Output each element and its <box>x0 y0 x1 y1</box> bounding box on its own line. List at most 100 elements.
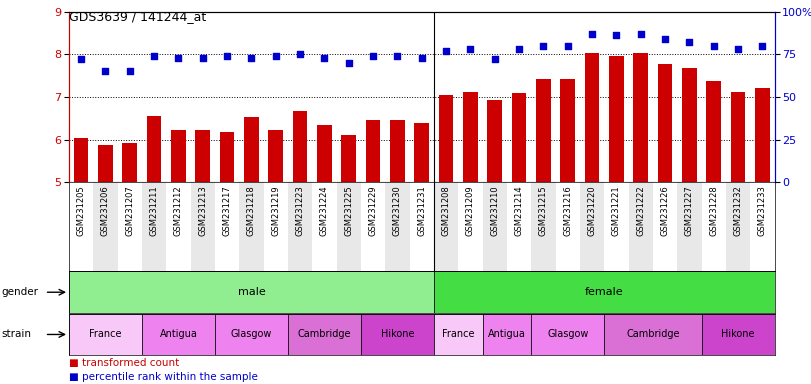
Text: Glasgow: Glasgow <box>230 329 272 339</box>
Bar <box>288 182 312 271</box>
Text: France: France <box>442 329 474 339</box>
Point <box>269 53 282 59</box>
Text: GSM231228: GSM231228 <box>709 185 719 236</box>
Bar <box>604 182 629 271</box>
Bar <box>580 182 604 271</box>
Point <box>683 39 696 45</box>
Text: GSM231225: GSM231225 <box>344 185 354 236</box>
Bar <box>726 182 750 271</box>
Bar <box>122 143 137 182</box>
Bar <box>750 182 775 271</box>
Text: GSM231205: GSM231205 <box>76 185 86 236</box>
Text: strain: strain <box>2 329 32 339</box>
Bar <box>463 92 478 182</box>
Bar <box>487 100 502 182</box>
Point <box>367 53 380 59</box>
Point <box>586 31 599 37</box>
Text: GSM231212: GSM231212 <box>174 185 183 236</box>
Bar <box>337 182 361 271</box>
Bar <box>702 314 775 355</box>
Bar <box>609 56 624 182</box>
Bar <box>93 182 118 271</box>
Text: GSM231214: GSM231214 <box>514 185 524 236</box>
Text: GSM231210: GSM231210 <box>490 185 500 236</box>
Bar <box>312 182 337 271</box>
Bar <box>390 121 405 182</box>
Point <box>488 56 501 63</box>
Bar <box>361 182 385 271</box>
Bar <box>166 182 191 271</box>
Text: GSM231211: GSM231211 <box>149 185 159 236</box>
Point <box>123 68 136 74</box>
Text: Antigua: Antigua <box>160 329 197 339</box>
Bar <box>410 182 434 271</box>
Text: GSM231229: GSM231229 <box>368 185 378 236</box>
Bar <box>755 88 770 182</box>
Text: GSM231223: GSM231223 <box>295 185 305 236</box>
Bar <box>560 79 575 182</box>
Point <box>561 43 574 49</box>
Text: GSM231206: GSM231206 <box>101 185 110 236</box>
Bar <box>531 314 604 355</box>
Bar <box>604 314 702 355</box>
Bar <box>633 53 648 182</box>
Bar <box>385 182 410 271</box>
Bar <box>317 125 332 182</box>
Bar <box>677 182 702 271</box>
Point <box>245 55 258 61</box>
Bar <box>220 132 234 182</box>
Bar <box>706 81 721 182</box>
Text: GSM231230: GSM231230 <box>393 185 402 236</box>
Point <box>221 53 234 59</box>
Point <box>634 31 647 37</box>
Point <box>75 56 88 63</box>
Text: GSM231216: GSM231216 <box>563 185 573 236</box>
Bar <box>434 182 458 271</box>
Text: GSM231221: GSM231221 <box>611 185 621 236</box>
Point <box>99 68 112 74</box>
Bar <box>264 182 288 271</box>
Bar <box>98 145 113 182</box>
Bar <box>142 182 166 271</box>
Text: GSM231207: GSM231207 <box>125 185 135 236</box>
Bar <box>414 123 429 182</box>
Point <box>756 43 769 49</box>
Text: Cambridge: Cambridge <box>626 329 680 339</box>
Bar <box>171 130 186 182</box>
Text: gender: gender <box>2 287 39 297</box>
Bar <box>536 79 551 182</box>
Text: GSM231232: GSM231232 <box>733 185 743 236</box>
Bar <box>585 53 599 182</box>
Text: GSM231209: GSM231209 <box>466 185 475 236</box>
Bar <box>361 314 434 355</box>
Text: GSM231224: GSM231224 <box>320 185 329 236</box>
Bar <box>507 182 531 271</box>
Text: ■ transformed count: ■ transformed count <box>69 358 179 368</box>
Bar <box>366 121 380 182</box>
Bar <box>556 182 580 271</box>
Point <box>537 43 550 49</box>
Bar <box>483 182 507 271</box>
Text: GSM231227: GSM231227 <box>684 185 694 236</box>
Bar <box>682 68 697 182</box>
Bar <box>142 314 215 355</box>
Text: GSM231233: GSM231233 <box>757 185 767 236</box>
Bar <box>244 118 259 182</box>
Text: GSM231222: GSM231222 <box>636 185 646 236</box>
Bar <box>439 95 453 182</box>
Text: ■ percentile rank within the sample: ■ percentile rank within the sample <box>69 372 258 382</box>
Text: Hikone: Hikone <box>721 329 755 339</box>
Point <box>148 53 161 59</box>
Text: GSM231208: GSM231208 <box>441 185 451 236</box>
Bar <box>341 134 356 182</box>
Bar <box>458 182 483 271</box>
Bar <box>74 138 88 182</box>
Point <box>391 53 404 59</box>
Bar <box>69 314 142 355</box>
Bar <box>512 93 526 182</box>
Text: GSM231217: GSM231217 <box>222 185 232 236</box>
Point <box>172 55 185 61</box>
Text: GSM231218: GSM231218 <box>247 185 256 236</box>
Text: Hikone: Hikone <box>380 329 414 339</box>
Bar <box>268 130 283 182</box>
